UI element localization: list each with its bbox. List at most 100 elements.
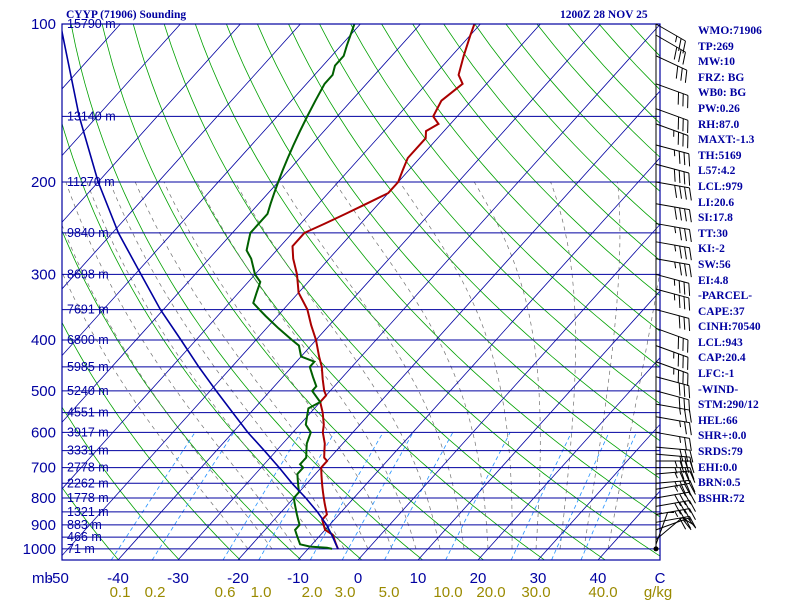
wind-barb-flag	[679, 510, 687, 522]
wind-barb-flag	[678, 397, 681, 410]
sounding-parameter: CINH:70540	[698, 321, 761, 334]
temperature-tick-label: -10	[287, 570, 309, 587]
wind-barb-flag	[679, 501, 687, 514]
mixing-ratio-label: 1.0	[251, 584, 272, 600]
wind-barb-shaft	[655, 403, 690, 411]
wind-barb	[655, 416, 692, 436]
sounding-parameter: SRDS:79	[698, 446, 743, 459]
wind-barb-shaft	[655, 273, 689, 284]
dry-adiabat-line	[62, 406, 180, 560]
moist-adiabat-line	[399, 181, 513, 549]
temperature-tick-label: 0	[354, 570, 362, 587]
wind-barb-shaft	[655, 470, 690, 475]
height-level-label: 11270 m	[67, 175, 115, 189]
wind-barb	[655, 453, 694, 470]
dry-adiabat-line	[288, 24, 660, 442]
height-level-label: 13140 m	[67, 109, 116, 123]
moist-adiabat-line	[334, 181, 489, 549]
wind-barb-flag	[683, 317, 686, 330]
dry-adiabat-line	[319, 24, 660, 405]
wind-barb-half-flag	[679, 420, 682, 428]
isotherm-line	[297, 157, 660, 560]
mixing-ratio-label: 40.0	[588, 584, 617, 600]
wind-barb-half-flag	[675, 35, 678, 43]
mixing-ratio-label: 5.0	[379, 584, 400, 600]
wind-barb-flag	[678, 49, 682, 63]
pressure-tick-label: 100	[31, 16, 56, 33]
plot-background	[62, 24, 660, 560]
wind-barb-flag	[688, 173, 691, 186]
height-level-label: 2778 m	[67, 461, 109, 475]
wind-barb-flag	[679, 484, 687, 497]
temperature-tick-label: -30	[167, 570, 189, 587]
dry-adiabat-line	[226, 24, 660, 518]
wind-barb-shaft	[655, 241, 690, 249]
dry-adiabat-line	[350, 24, 660, 368]
temperature-tick-label: -50	[47, 570, 69, 587]
temperature-unit-label: C	[655, 570, 666, 587]
wind-barb-shaft	[655, 431, 690, 439]
mixing-ratio-label: 20.0	[476, 584, 505, 600]
wind-barb-half-flag	[674, 472, 678, 479]
wind-barb-flag	[678, 38, 682, 51]
dry-adiabat-line	[163, 24, 606, 560]
dry-adiabat-line	[443, 24, 660, 261]
wind-barb-flag	[679, 517, 687, 530]
isotherm-line	[357, 223, 660, 560]
wind-barb	[655, 327, 689, 353]
moist-adiabat-line	[550, 181, 576, 549]
wind-barb-half-flag	[674, 485, 679, 492]
wind-barb-flag	[688, 283, 691, 296]
sounding-parameter: L57:4.2	[698, 165, 736, 178]
sounding-parameter: TH:5169	[698, 149, 742, 162]
mixing-ratio-unit-label: g/kg	[644, 584, 672, 600]
sounding-parameter: FRZ: BG	[698, 71, 745, 84]
wind-barb-shaft	[655, 416, 690, 424]
mixing-ratio-line	[341, 432, 414, 560]
wind-barb-flag	[682, 52, 686, 65]
wind-barb-shaft	[655, 23, 686, 42]
wind-barb-flag	[684, 449, 689, 463]
wind-barb-flag	[689, 449, 694, 463]
wind-barb	[655, 23, 686, 54]
wind-barb	[655, 144, 691, 167]
wind-barb-flag	[679, 245, 682, 259]
wind-barb-shaft	[655, 453, 690, 458]
wind-barb-flag	[684, 509, 692, 521]
wind-barb	[655, 241, 692, 261]
wind-barb-flag	[684, 517, 692, 529]
wind-barb-shaft	[655, 144, 689, 155]
wind-barb-flag	[679, 481, 686, 494]
height-level-label: 71 m	[67, 542, 95, 556]
wind-barb-flag	[688, 264, 692, 278]
height-level-label: 6800 m	[67, 333, 109, 347]
sounding-parameter: SI:17.8	[698, 212, 733, 225]
wind-barb-flag	[678, 315, 681, 329]
dry-adiabat-line	[62, 486, 119, 560]
moist-adiabat-line	[163, 181, 393, 550]
mixing-ratio-line	[445, 432, 511, 560]
wind-barb-half-flag	[674, 481, 678, 488]
mixing-ratio-label: 10.0	[433, 584, 462, 600]
wind-barb	[655, 470, 696, 484]
wind-barb-flag	[680, 68, 683, 81]
height-level-label: 883 m	[67, 518, 102, 532]
wind-barb-shaft	[655, 345, 689, 358]
wind-barb	[655, 223, 692, 243]
wind-barb-shaft	[655, 163, 689, 174]
sounding-parameters: WMO:71906 TP:269 MW:10 FRZ: BG WB0: BG PW:0.2…	[698, 24, 798, 507]
pressure-tick-label: 300	[31, 266, 56, 283]
mixing-ratio-line	[151, 432, 235, 560]
chart-time: 1200Z 28 NOV 25	[560, 9, 648, 21]
wind-barb-flag	[689, 516, 696, 528]
wind-barb	[655, 446, 694, 463]
mixing-ratio-label: 0.6	[215, 584, 236, 600]
wind-barb	[655, 482, 696, 497]
wind-barb-flag	[688, 399, 691, 413]
temperature-tick-label: -20	[227, 570, 249, 587]
wind-barb-shaft	[655, 517, 683, 540]
temperature-tick-label: 10	[410, 570, 427, 587]
wind-barb-flag	[683, 296, 686, 310]
moist-adiabat-line	[280, 181, 465, 549]
